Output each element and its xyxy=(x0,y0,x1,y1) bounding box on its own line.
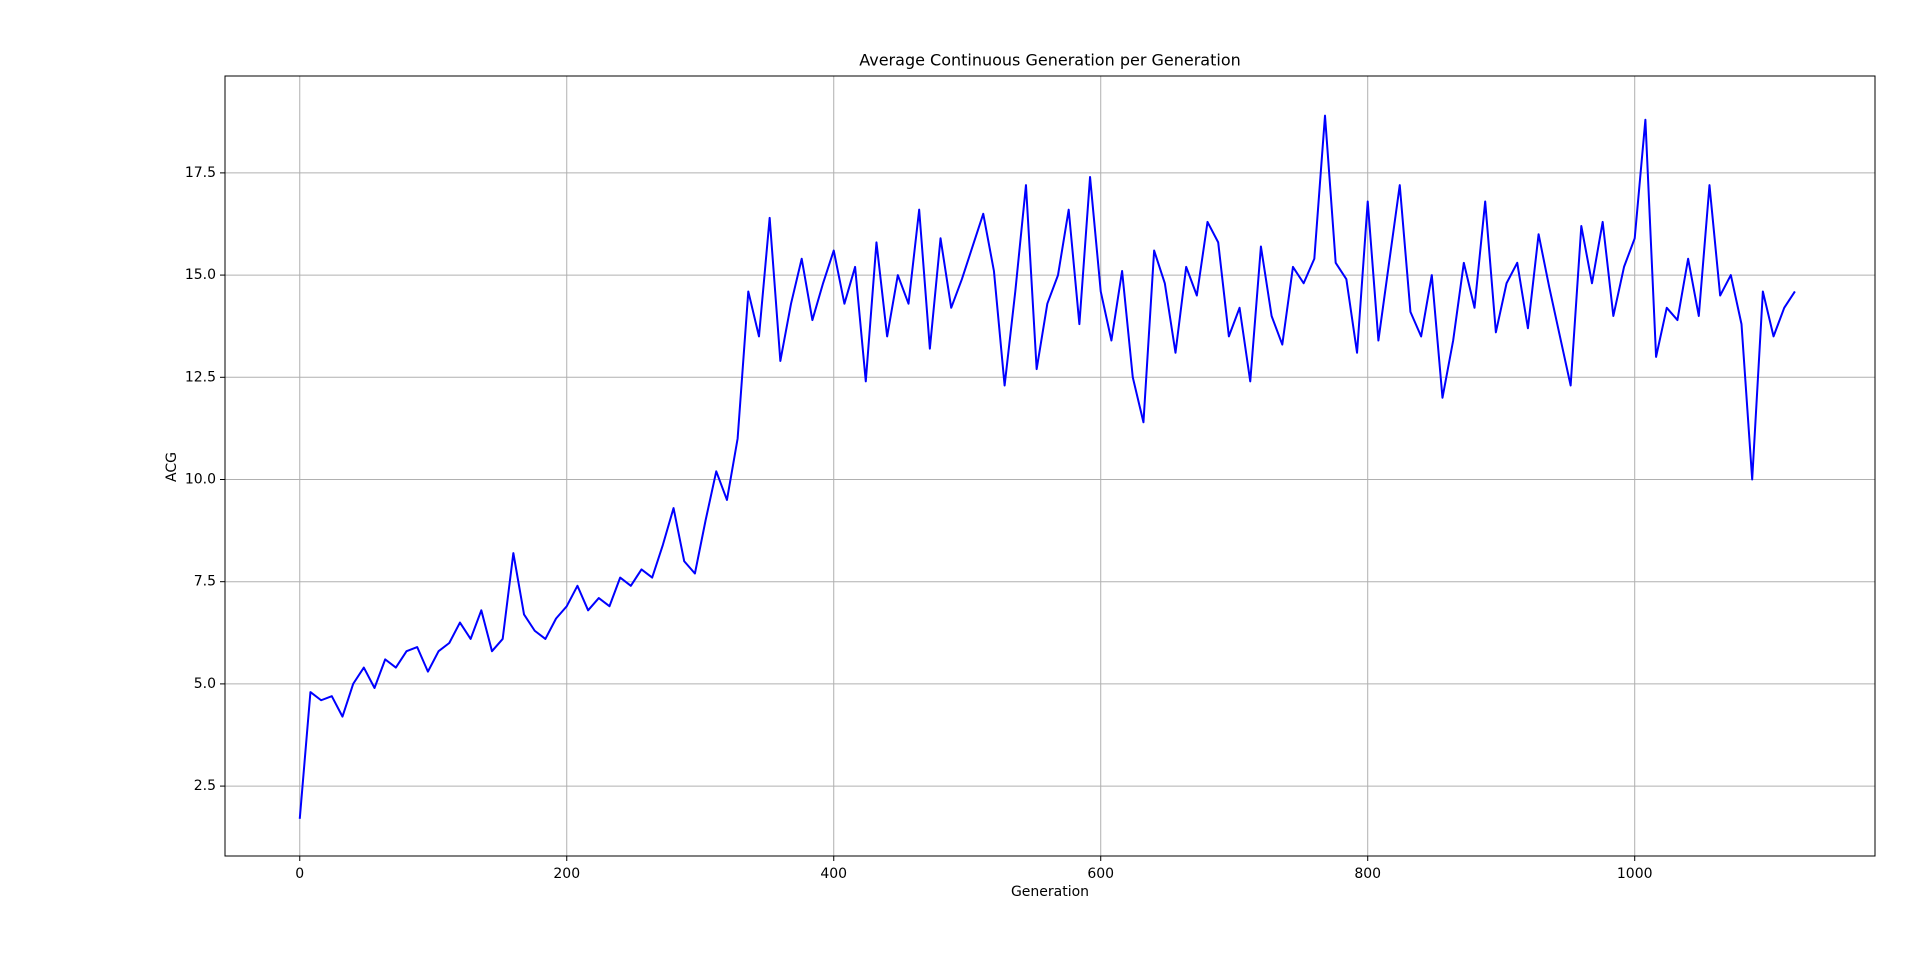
y-tick-label: 5.0 xyxy=(194,676,216,692)
x-tick-label: 800 xyxy=(1354,866,1381,882)
y-tick-label: 15.0 xyxy=(185,267,216,283)
chart-title: Average Continuous Generation per Genera… xyxy=(859,51,1241,70)
x-tick-label: 600 xyxy=(1087,866,1114,882)
plot-frame xyxy=(224,75,1876,857)
y-tick-label: 7.5 xyxy=(194,574,216,590)
y-axis-label: ACG xyxy=(164,452,180,482)
x-tick-label: 400 xyxy=(820,866,847,882)
x-axis-label: Generation xyxy=(1011,884,1089,900)
x-tick-label: 0 xyxy=(295,866,304,882)
x-tick-label: 1000 xyxy=(1617,866,1653,882)
data-line xyxy=(298,114,1796,819)
y-tick-label: 17.5 xyxy=(185,165,216,181)
x-tick-label: 200 xyxy=(553,866,580,882)
y-tick-label: 10.0 xyxy=(185,471,216,487)
y-tick-label: 12.5 xyxy=(185,369,216,385)
y-tick-label: 2.5 xyxy=(194,778,216,794)
